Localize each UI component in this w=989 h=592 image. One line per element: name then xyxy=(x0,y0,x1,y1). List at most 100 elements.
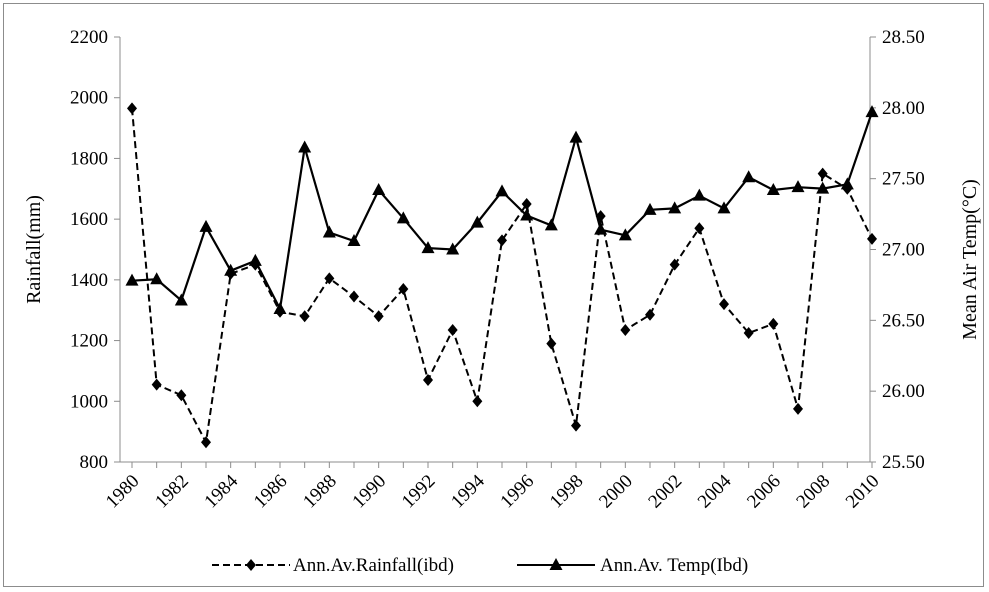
x-tick-label: 2006 xyxy=(743,471,785,513)
legend-rainfall-marker xyxy=(246,559,256,571)
y-right-tick-label: 26.50 xyxy=(882,310,925,331)
rainfall-point xyxy=(817,167,828,180)
temp-point xyxy=(692,188,706,201)
x-tick-label: 2008 xyxy=(792,471,834,513)
rainfall-series-line xyxy=(131,108,873,446)
x-tick-label: 2004 xyxy=(694,470,736,512)
y-left-tick-label: 1800 xyxy=(70,148,108,169)
temp-point xyxy=(520,208,534,221)
temp-point xyxy=(248,253,262,266)
rainfall-point xyxy=(472,395,483,408)
temp-point xyxy=(125,273,139,286)
rainfall-point xyxy=(201,436,211,449)
rainfall-point xyxy=(546,337,557,350)
x-tick-label: 1986 xyxy=(250,471,292,513)
temp-point xyxy=(766,183,780,195)
x-tick-label: 2002 xyxy=(644,471,686,513)
x-tick-label: 2000 xyxy=(595,471,637,513)
temp-point xyxy=(470,215,484,228)
y-left-tick-label: 800 xyxy=(80,452,109,473)
rainfall-point xyxy=(620,323,631,336)
rainfall-point xyxy=(645,308,655,321)
temp-point xyxy=(150,272,164,285)
rainfall-point xyxy=(669,258,680,271)
rainfall-point xyxy=(373,310,384,323)
rainfall-point xyxy=(398,282,409,295)
legend-temp-label: Ann.Av. Temp(Ibd) xyxy=(600,555,748,576)
rainfall-point xyxy=(176,389,187,402)
rainfall-point xyxy=(867,232,877,245)
y-right-tick-label: 28.00 xyxy=(882,98,925,119)
rainfall-point xyxy=(571,419,581,432)
legend: Ann.Av.Rainfall(ibd) Ann.Av. Temp(Ibd) xyxy=(212,555,748,576)
rainfall-point xyxy=(694,222,705,235)
x-tick-label: 1998 xyxy=(546,471,588,513)
temp-point xyxy=(298,140,312,153)
temp-point xyxy=(791,180,805,193)
x-tick-label: 1984 xyxy=(200,470,242,512)
rainfall-point xyxy=(521,197,532,210)
y-left-tick-label: 1400 xyxy=(70,270,108,291)
y-left-axis-title: Rainfall(mm) xyxy=(23,195,45,304)
rainfall-point xyxy=(497,234,507,247)
y-right-axis-title: Mean Air Temp(°C) xyxy=(959,179,981,340)
temp-point xyxy=(840,177,854,190)
x-tick-label: 1982 xyxy=(151,471,193,513)
temp-point xyxy=(421,241,435,254)
rainfall-point xyxy=(719,298,729,311)
legend-rainfall-label: Ann.Av.Rainfall(ibd) xyxy=(293,555,454,576)
chart-frame xyxy=(3,3,984,587)
rainfall-point xyxy=(324,272,335,285)
temp-point xyxy=(865,105,879,118)
temp-point xyxy=(618,228,632,241)
rainfall-point xyxy=(447,323,458,336)
y-left-tick-label: 2000 xyxy=(70,88,108,109)
y-right-tick-label: 27.50 xyxy=(882,169,925,190)
y-left-tick-label: 1200 xyxy=(70,331,108,352)
series-layer xyxy=(125,102,879,449)
y-right-tick-label: 27.00 xyxy=(882,240,925,261)
temp-point xyxy=(446,242,460,255)
temp-series-line xyxy=(131,111,874,313)
rainfall-point xyxy=(127,102,137,115)
rainfall-point xyxy=(743,326,754,339)
x-tick-label: 1994 xyxy=(447,470,489,512)
temp-point xyxy=(594,222,608,235)
temp-point xyxy=(396,211,410,224)
temp-point xyxy=(668,201,682,214)
y-right-tick-label: 26.00 xyxy=(882,381,925,402)
x-tick-label: 1988 xyxy=(299,471,341,513)
y-left-tick-label: 1600 xyxy=(70,209,108,230)
rainfall-point xyxy=(423,374,433,387)
temp-point xyxy=(322,225,336,238)
y-right-tick-label: 25.50 xyxy=(882,452,925,473)
temp-point xyxy=(495,184,509,197)
temp-point xyxy=(717,201,731,214)
temp-point xyxy=(347,234,361,246)
temp-point xyxy=(569,130,583,143)
temp-point xyxy=(372,183,386,195)
x-tick-label: 1980 xyxy=(102,471,144,513)
temp-point xyxy=(816,181,830,194)
y-left-tick-label: 1000 xyxy=(70,391,108,412)
legend-temp-marker xyxy=(549,558,563,570)
x-tick-label: 1996 xyxy=(496,471,538,513)
x-tick-label: 2010 xyxy=(842,471,884,513)
temp-point xyxy=(643,202,657,215)
rainfall-point xyxy=(151,378,162,391)
rainfall-point xyxy=(349,290,359,303)
temp-point xyxy=(174,293,188,306)
temp-point xyxy=(742,170,756,183)
x-tick-label: 1990 xyxy=(348,471,390,513)
temp-point xyxy=(224,263,238,276)
temp-point xyxy=(544,218,558,231)
axes: 800 1000 1200 1400 1600 1800 2000 2200 25.50 26.0… xyxy=(23,27,981,512)
rainfall-point xyxy=(793,402,803,415)
temp-point xyxy=(273,302,287,314)
rainfall-point xyxy=(768,317,779,330)
temp-point xyxy=(199,219,213,232)
rainfall-point xyxy=(299,310,310,323)
x-tick-label: 1992 xyxy=(398,471,440,513)
y-left-tick-label: 2200 xyxy=(70,27,108,48)
